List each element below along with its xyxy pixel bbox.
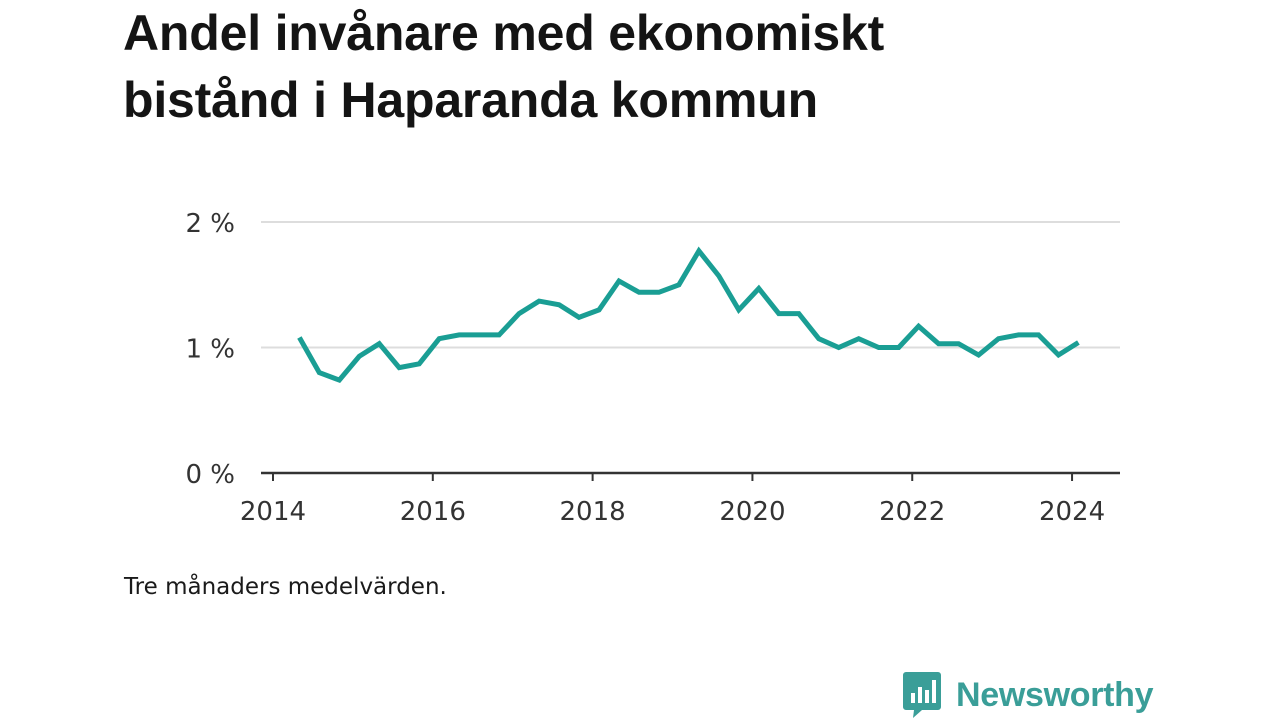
x-tick-label: 2014 [240, 497, 306, 527]
x-tick-label: 2022 [879, 497, 945, 527]
grid-lines [261, 221, 1120, 349]
chart-footnote: Tre månaders medelvärden. [124, 574, 447, 600]
y-tick-label: 1 % [185, 335, 235, 365]
brand-logo[interactable]: Newsworthy [902, 671, 1154, 719]
chart-title-line-2: bistånd i Haparanda kommun [123, 72, 818, 128]
y-tick-label: 0 % [185, 460, 235, 490]
x-tick-label: 2018 [560, 497, 626, 527]
x-axis-tick-labels: 2014 2016 2018 2020 2022 2024 [240, 497, 1105, 527]
chart-title: Andel invånare med ekonomiskt bistånd i … [123, 0, 1123, 134]
y-axis-tick-labels: 0 % 1 % 2 % [185, 209, 235, 490]
series-line-0 [297, 246, 1080, 384]
x-axis [261, 471, 1120, 481]
chart-title-line-1: Andel invånare med ekonomiskt [123, 5, 885, 61]
series-lines [297, 246, 1080, 384]
y-tick-label: 2 % [185, 209, 235, 239]
bar-chart-speech-bubble-icon [903, 672, 941, 718]
x-tick-label: 2020 [719, 497, 785, 527]
x-tick-label: 2024 [1039, 497, 1105, 527]
brand-name: Newsworthy [956, 676, 1154, 714]
x-tick-label: 2016 [400, 497, 466, 527]
